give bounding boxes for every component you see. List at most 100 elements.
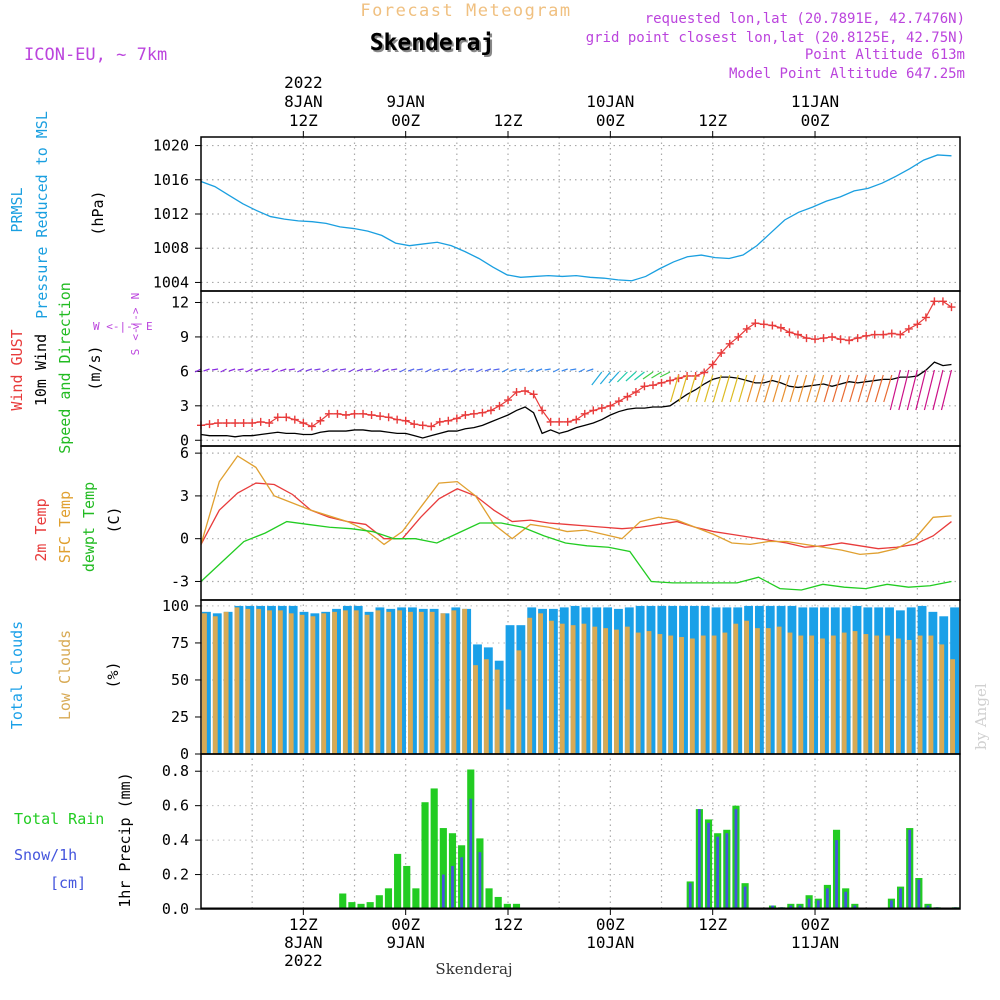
gust-marker — [580, 409, 589, 418]
gust-marker — [410, 420, 419, 429]
gust-marker — [751, 319, 760, 328]
gust-marker — [828, 332, 837, 341]
wind-direction-arrow — [339, 368, 347, 371]
rain-bar — [384, 888, 393, 909]
rain-bar — [494, 896, 502, 909]
wind-direction-arrow — [237, 368, 244, 371]
gust-marker — [222, 419, 231, 428]
rain-bar — [394, 853, 402, 909]
low-cloud-bar — [689, 638, 695, 754]
wind-10m-label: 10m Wind — [32, 334, 50, 406]
gust-marker — [819, 334, 828, 343]
compass-n: N — [129, 293, 142, 300]
gust-marker — [657, 378, 666, 387]
wind-direction-arrow — [322, 368, 330, 373]
low-cloud-bar — [581, 623, 587, 754]
wind-direction-arrow — [544, 368, 551, 371]
snow-unit-label: [cm] — [50, 874, 86, 892]
y-tick-label: 12 — [171, 293, 189, 311]
wind-direction-arrow — [399, 368, 406, 373]
wind-direction-arrow — [755, 374, 765, 403]
wind-direction-arrow — [561, 368, 568, 372]
rain-bar — [339, 893, 347, 909]
y-tick-label: 3 — [180, 487, 189, 505]
bottom-time-label: 12Z — [698, 915, 727, 934]
low-cloud-bar — [950, 659, 956, 754]
footer-location: Skenderaj — [435, 960, 512, 978]
low-cloud-bar — [722, 632, 728, 754]
gust-marker — [776, 323, 785, 332]
low-cloud-bar — [874, 635, 880, 754]
y-tick-label: 1016 — [153, 171, 189, 189]
gust-marker — [555, 417, 564, 426]
snow-bar — [926, 905, 930, 909]
gust-marker — [401, 416, 410, 425]
gust-marker — [879, 330, 888, 339]
low-cloud-bar — [917, 635, 923, 754]
rain-bar — [366, 902, 374, 909]
gust-marker — [461, 411, 470, 419]
wind-direction-arrow — [712, 374, 722, 403]
wind-direction-arrow — [348, 368, 355, 373]
low-cloud-bar — [538, 613, 543, 754]
snow-bar — [743, 886, 747, 909]
low-cloud-bar — [505, 709, 511, 754]
wind-direction-arrow — [408, 368, 415, 372]
low-cloud-bar — [397, 610, 403, 754]
wind-direction-arrow — [915, 369, 927, 411]
wind-direction-arrow — [832, 374, 842, 403]
wind-direction-arrow — [940, 369, 953, 411]
snow-bar — [844, 891, 848, 909]
low-cloud-bar — [733, 623, 739, 754]
total-clouds-label: Total Clouds — [8, 621, 26, 729]
wind-direction-arrow — [194, 368, 202, 373]
clouds-unit: (%) — [104, 661, 122, 688]
gust-marker — [333, 409, 342, 418]
compass-we: W <-|-> E — [93, 320, 153, 333]
watermark: by Angel — [972, 683, 990, 750]
wind-direction-arrow — [356, 368, 364, 372]
wind-direction-arrow — [772, 374, 782, 403]
low-cloud-bar — [212, 616, 218, 754]
wind-direction-arrow — [704, 374, 714, 403]
gust-marker — [614, 397, 623, 406]
gust-marker — [495, 401, 504, 410]
gust-marker — [921, 313, 930, 322]
pressure-label-b: Pressure Reduced to MSL — [33, 111, 51, 319]
wind-direction-arrow — [280, 368, 287, 372]
snow-bar — [816, 900, 820, 909]
y-tick-label: 50 — [171, 671, 189, 689]
pressure-line — [200, 154, 952, 282]
gust-marker — [248, 419, 257, 428]
low-cloud-bar — [386, 611, 392, 754]
gust-marker — [572, 415, 581, 424]
panel-frame-temp — [200, 445, 961, 601]
snow-bar — [478, 852, 482, 909]
compass-ns: <-|-> — [129, 307, 142, 340]
bottom-time-label: 00Z — [801, 915, 830, 934]
wind-direction-arrow — [297, 368, 304, 373]
wind-direction-arrow — [889, 369, 901, 411]
bottom-time-label: 11JAN — [791, 933, 839, 952]
low-cloud-bar — [353, 610, 359, 754]
wind-direction-arrow — [591, 371, 603, 386]
low-cloud-bar — [744, 620, 750, 754]
wind-direction-arrow — [874, 374, 884, 403]
wind-direction-arrow — [484, 368, 492, 372]
gust-marker — [648, 381, 657, 390]
wind-direction-arrow — [314, 368, 321, 371]
requested-location: requested lon,lat (20.7891E, 42.7476N) — [645, 11, 965, 27]
low-cloud-bar — [408, 611, 413, 754]
low-cloud-bar — [418, 611, 424, 754]
low-cloud-bar — [885, 635, 890, 754]
low-clouds-label: Low Clouds — [56, 630, 74, 720]
gust-marker — [896, 330, 905, 339]
wind-direction-arrow — [669, 374, 680, 403]
wind-direction-arrow — [552, 368, 560, 373]
gust-marker — [930, 297, 939, 306]
low-cloud-bar — [223, 611, 229, 754]
wind-direction-arrow — [840, 374, 850, 403]
wind-direction-arrow — [857, 374, 867, 403]
y-tick-label: 25 — [171, 708, 189, 726]
